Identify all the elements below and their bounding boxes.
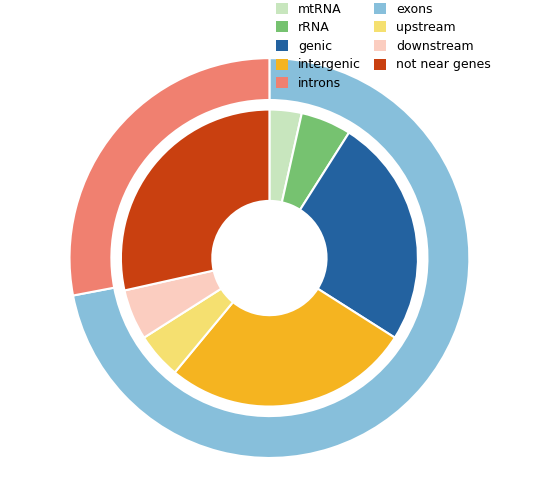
- Wedge shape: [175, 289, 395, 406]
- Wedge shape: [144, 289, 233, 373]
- Wedge shape: [300, 133, 418, 338]
- Wedge shape: [121, 110, 270, 290]
- Wedge shape: [124, 271, 221, 338]
- Wedge shape: [270, 110, 302, 202]
- Legend: mtRNA, rRNA, genic, intergenic, introns, exons, upstream, downstream, not near g: mtRNA, rRNA, genic, intergenic, introns,…: [276, 3, 491, 90]
- Wedge shape: [282, 113, 349, 210]
- Wedge shape: [73, 58, 469, 458]
- Wedge shape: [70, 58, 270, 296]
